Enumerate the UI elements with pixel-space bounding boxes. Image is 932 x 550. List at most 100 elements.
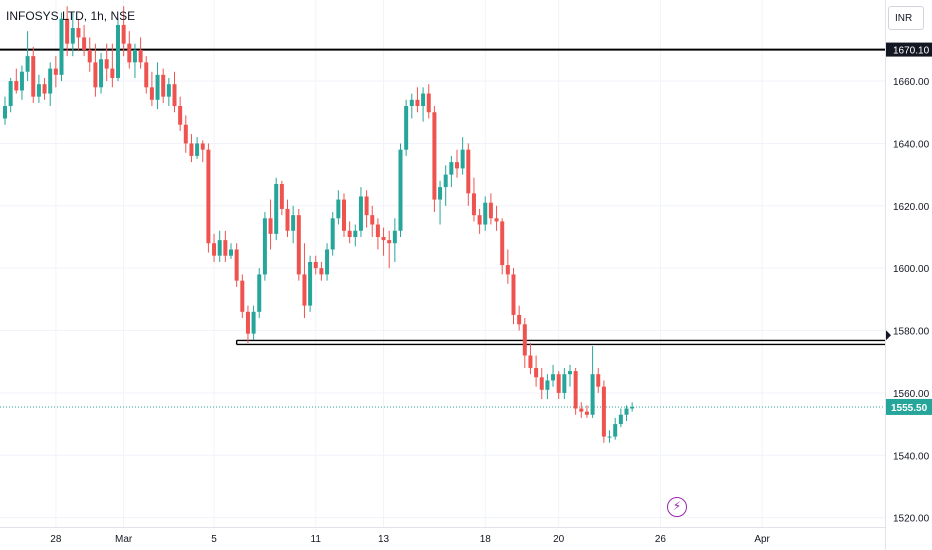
candle [381, 227, 386, 256]
candle [618, 408, 623, 428]
candle [116, 18, 120, 82]
candle-body [364, 196, 369, 216]
candle [245, 305, 250, 344]
candle-body [144, 62, 149, 88]
candle-body [573, 371, 578, 409]
time-tick-label: 18 [480, 534, 492, 545]
candle-body [308, 261, 313, 306]
candle [257, 268, 262, 319]
candle [539, 367, 544, 400]
lightning-bolt-icon[interactable]: ⚡ [667, 497, 687, 517]
candle [172, 71, 177, 113]
candle-body [584, 411, 589, 415]
candle [93, 43, 98, 97]
candle-body [618, 414, 623, 425]
candle-body [534, 367, 539, 378]
candle [483, 196, 488, 231]
candle [19, 65, 24, 100]
candle-body [116, 24, 120, 78]
currency-button[interactable]: INR [888, 6, 924, 30]
candle-body [522, 324, 527, 356]
candle [471, 177, 476, 222]
candle [364, 190, 369, 228]
price-axis[interactable]: 1520.00 1540.00 1560.00 1580.00 1600.00 1620.… [885, 0, 932, 550]
candle [319, 261, 324, 281]
candle [82, 24, 87, 57]
candle-body [392, 230, 397, 244]
candle [342, 193, 346, 237]
candle-body [53, 68, 58, 75]
candle [522, 318, 527, 368]
candle [183, 115, 188, 153]
candle-body [217, 240, 222, 256]
candle [325, 243, 330, 281]
candle-body [132, 49, 137, 63]
time-axis[interactable]: 28 Mar 5 11 13 18 20 26 Apr [0, 527, 885, 546]
candle [596, 367, 601, 393]
candle-body [8, 81, 13, 107]
candle-body [494, 218, 499, 222]
candle [551, 364, 556, 387]
candle-body [76, 28, 81, 38]
candle-body [138, 49, 143, 63]
candle [42, 77, 47, 100]
candle-body [189, 143, 194, 156]
candle-body [257, 274, 262, 312]
candle [511, 268, 516, 325]
candle [144, 56, 149, 94]
candle [76, 18, 81, 50]
candle [48, 62, 53, 107]
candle-body [121, 24, 126, 44]
candle [291, 205, 296, 244]
candle [607, 430, 612, 443]
candle [8, 77, 13, 113]
candle-body [200, 143, 205, 150]
candle [99, 53, 104, 94]
last-price-label-bg [886, 398, 932, 415]
candle [438, 180, 443, 225]
candle [449, 155, 454, 188]
candle-body [353, 230, 358, 237]
candle [613, 417, 618, 440]
candle-body [319, 268, 324, 275]
candle [14, 68, 19, 94]
candle-body [330, 218, 335, 250]
candle [149, 71, 154, 107]
candle-body [415, 99, 420, 107]
candle-body [245, 311, 250, 334]
candle [313, 255, 318, 275]
candle-body [517, 314, 522, 325]
candle [556, 371, 561, 400]
time-tick-label: 26 [655, 534, 667, 545]
candle [206, 143, 211, 253]
candle-body [607, 436, 612, 438]
candle [375, 218, 380, 250]
candle-body [630, 406, 635, 409]
candle-body [70, 28, 75, 44]
candle-body [42, 84, 47, 94]
time-tick-label: 20 [553, 534, 565, 545]
candle [104, 43, 109, 82]
candle [121, 6, 126, 57]
candle-body [25, 56, 30, 72]
candle [545, 374, 550, 400]
candle-body [539, 377, 544, 390]
candle-body [104, 59, 109, 69]
candle [240, 274, 245, 319]
candle [466, 143, 471, 206]
candle-body [82, 37, 87, 50]
candle-body [443, 174, 448, 188]
candle [505, 249, 510, 284]
candle-body [262, 218, 267, 275]
candle-body [624, 408, 629, 415]
candle [500, 218, 505, 275]
candle-body [421, 93, 426, 107]
candle [65, 6, 70, 57]
candle-body [291, 215, 296, 231]
price-tick-label: 1580.00 [893, 327, 930, 338]
time-tick-label: 11 [311, 534, 322, 545]
candle-body [579, 408, 584, 412]
candle-body [223, 240, 228, 256]
candle [166, 77, 171, 107]
